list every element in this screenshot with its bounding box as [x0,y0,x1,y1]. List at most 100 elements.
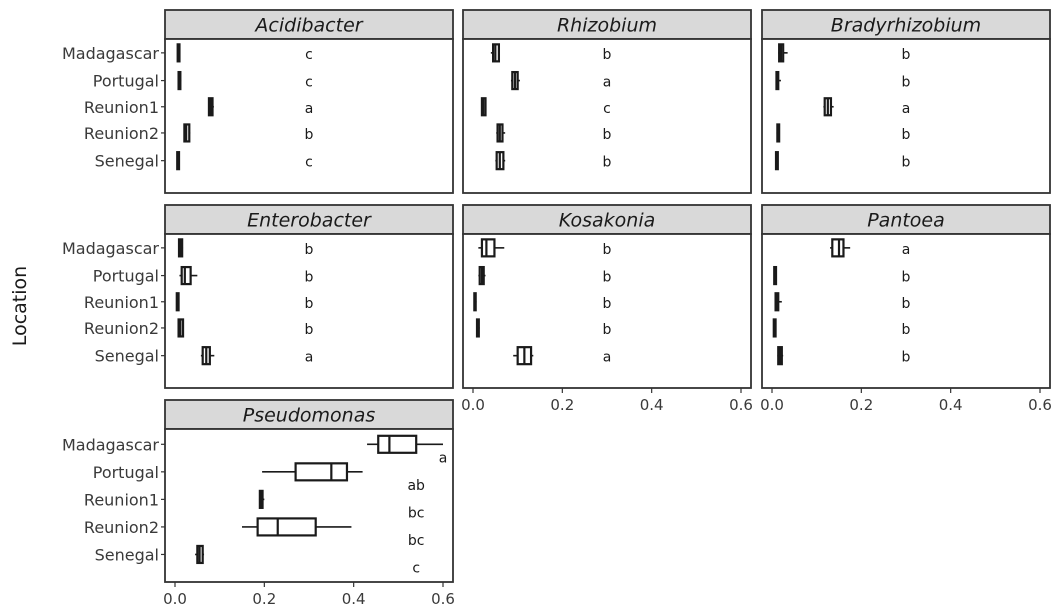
box-madagascar: b [490,43,612,63]
box-senegal: a [200,346,313,366]
category-label: Reunion2 [84,124,159,143]
category-label: Portugal [93,463,159,482]
significance-letter: b [305,270,314,286]
significance-letter: c [305,47,313,63]
x-tick-label: 0.6 [729,396,753,414]
significance-letter: b [902,75,911,91]
box-iqr [180,265,192,286]
significance-letter: b [902,322,911,338]
plot-frame-pantoea [761,233,1051,389]
category-label: Reunion1 [84,293,159,312]
panel-acidibacter: Acidibacter Madagascar Portugal Reunion1 Reu… [62,9,454,194]
x-tick-label: 0.0 [163,590,187,608]
significance-letter: b [902,155,911,171]
significance-letter: a [305,101,314,117]
x-tick-label: 0.6 [1028,396,1052,414]
significance-letter: c [412,560,420,576]
box-reunion2: b [183,123,314,143]
category-label: Madagascar [62,44,159,63]
significance-letter: b [603,296,612,312]
strip-rhizobium [462,9,752,40]
plot-frame-pseudomonas [164,428,454,583]
box-senegal: b [774,151,911,171]
x-tick-label: 0.0 [461,396,485,414]
significance-letter: b [902,350,911,366]
significance-letter: b [603,270,612,286]
category-label: Madagascar [62,435,159,454]
significance-letter: a [902,242,911,258]
strip-bradyrhizobium [761,9,1051,40]
x-tick-label: 0.6 [431,590,455,608]
significance-letter: b [902,270,911,286]
box-reunion1: b [473,292,612,312]
box-reunion2: b [475,318,612,338]
box-reunion2: b [177,318,314,338]
box-portugal: c [177,70,313,91]
plot-frame-rhizobium [462,38,752,194]
strip-pseudomonas [164,399,454,430]
category-label: Portugal [93,72,159,91]
significance-letter: ab [407,478,425,494]
y-axis-title: Location [9,266,31,346]
significance-letter: b [603,155,612,171]
box-reunion2: b [776,123,911,143]
box-portugal: b [775,70,911,91]
category-label: Madagascar [62,239,159,258]
significance-letter: c [305,155,313,171]
strip-title-rhizobium: Rhizobium [557,15,657,37]
box-senegal: c [195,544,420,576]
x-tick-label: 0.4 [640,396,664,414]
significance-letter: c [603,101,611,117]
box-madagascar: b [778,43,911,63]
box-senegal: c [176,151,313,171]
box-iqr [377,434,418,454]
strip-title-pseudomonas: Pseudomonas [243,405,376,427]
box-reunion1: c [480,97,611,117]
strip-title-bradyrhizobium: Bradyrhizobium [831,15,981,37]
box-iqr [294,462,349,482]
significance-letter: bc [408,533,425,549]
panel-pseudomonas: Pseudomonas Madagascar Portugal Reunion1 Reu… [62,399,455,608]
box-reunion1: a [823,97,911,117]
box-reunion1: a [207,97,314,117]
panel-enterobacter: Enterobacter Madagascar Portugal Reunion1 Re… [62,204,454,389]
significance-letter: a [439,450,448,466]
significance-letter: b [603,127,612,143]
strip-title-pantoea: Pantoea [867,210,945,232]
box-portugal: ab [262,462,425,494]
box-reunion1: b [175,292,314,312]
plot-frame-enterobacter [164,233,454,389]
strip-title-acidibacter: Acidibacter [253,15,363,37]
box-iqr [256,517,317,537]
strip-enterobacter [164,204,454,235]
category-label: Reunion2 [84,319,159,338]
category-label: Senegal [95,152,159,171]
box-senegal: a [513,346,611,366]
box-reunion1: b [774,292,911,312]
box-portugal: b [773,265,911,286]
significance-letter: b [902,296,911,312]
box-iqr [480,238,496,258]
significance-letter: a [603,75,612,91]
strip-pantoea [761,204,1051,235]
significance-letter: c [305,75,313,91]
category-label: Portugal [93,267,159,286]
box-madagascar: b [478,238,612,258]
x-tick-label: 0.2 [252,590,276,608]
significance-letter: a [902,101,911,117]
box-reunion2: bc [242,517,425,549]
x-tick-label: 0.0 [760,396,784,414]
box-portugal: a [510,70,612,91]
box-portugal: b [179,265,314,286]
strip-title-enterobacter: Enterobacter [247,210,372,232]
box-reunion1: bc [258,489,424,521]
significance-letter: b [305,242,314,258]
strip-acidibacter [164,9,454,40]
plot-frame-bradyrhizobium [761,38,1051,194]
category-label: Senegal [95,347,159,366]
x-tick-label: 0.2 [550,396,574,414]
